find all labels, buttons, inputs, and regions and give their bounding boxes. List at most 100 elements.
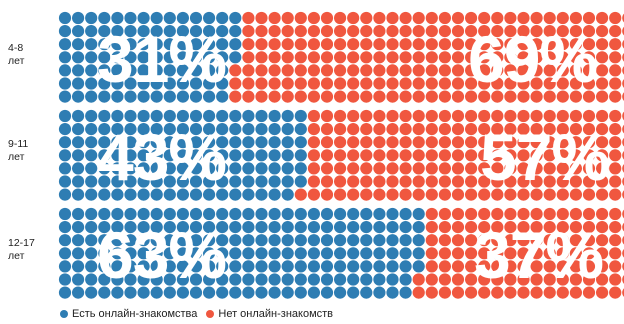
legend-label-offline: Нет онлайн-знакомств: [218, 308, 334, 320]
dot-offline-9-11: [334, 149, 347, 162]
dot-online-12-17: [229, 234, 242, 247]
dot-offline-4-8: [478, 51, 491, 64]
dot-online-12-17: [320, 273, 334, 286]
dot-online-4-8: [189, 64, 203, 77]
dot-online-9-11: [216, 188, 229, 201]
dot-offline-12-17: [425, 234, 438, 247]
dot-offline-9-11: [334, 123, 347, 136]
dot-online-4-8: [216, 64, 229, 77]
dot-online-12-17: [334, 221, 347, 234]
dot-offline-4-8: [425, 38, 438, 51]
dot-online-9-11: [163, 123, 176, 136]
dot-online-12-17: [203, 247, 216, 260]
dot-offline-4-8: [412, 90, 425, 103]
dot-offline-4-8: [347, 51, 360, 64]
dot-online-12-17: [58, 260, 72, 273]
dot-online-12-17: [72, 221, 85, 234]
dot-online-12-17: [294, 286, 307, 299]
dot-offline-4-8: [320, 77, 334, 90]
dot-offline-9-11: [504, 149, 517, 162]
dot-offline-9-11: [347, 123, 360, 136]
dot-offline-4-8: [478, 90, 491, 103]
dot-online-9-11: [98, 162, 111, 175]
dot-online-4-8: [72, 51, 85, 64]
dot-offline-12-17: [465, 221, 478, 234]
dot-online-4-8: [216, 51, 229, 64]
dot-offline-9-11: [465, 109, 478, 123]
dot-online-9-11: [189, 136, 203, 149]
dot-offline-4-8: [268, 77, 281, 90]
dot-offline-4-8: [491, 64, 504, 77]
dot-offline-12-17: [504, 260, 517, 273]
dot-offline-4-8: [596, 25, 609, 38]
dot-online-12-17: [373, 221, 386, 234]
legend-dot-offline: [206, 310, 215, 318]
dot-online-12-17: [281, 247, 294, 260]
dot-online-9-11: [124, 175, 137, 188]
dot-online-12-17: [216, 234, 229, 247]
dot-offline-4-8: [399, 90, 412, 103]
dot-online-12-17: [255, 207, 268, 221]
dot-online-9-11: [281, 123, 294, 136]
dot-online-9-11: [242, 162, 255, 175]
dot-offline-9-11: [465, 136, 478, 149]
dot-online-4-8: [163, 25, 176, 38]
dot-online-12-17: [360, 273, 373, 286]
dot-online-9-11: [58, 162, 72, 175]
dot-online-4-8: [203, 51, 216, 64]
dot-offline-12-17: [582, 286, 596, 299]
dot-offline-9-11: [530, 123, 543, 136]
dot-online-12-17: [294, 207, 307, 221]
dot-offline-12-17: [517, 221, 530, 234]
dot-online-12-17: [242, 286, 255, 299]
dot-online-12-17: [72, 273, 85, 286]
dot-online-12-17: [242, 247, 255, 260]
dot-offline-9-11: [517, 136, 530, 149]
dot-online-4-8: [58, 64, 72, 77]
dot-offline-12-17: [530, 234, 543, 247]
dot-offline-9-11: [504, 162, 517, 175]
dot-offline-9-11: [360, 109, 373, 123]
dot-offline-9-11: [582, 188, 596, 201]
dot-online-4-8: [124, 38, 137, 51]
dot-offline-4-8: [530, 90, 543, 103]
dot-online-12-17: [124, 260, 137, 273]
dot-online-12-17: [281, 234, 294, 247]
dot-offline-9-11: [334, 136, 347, 149]
dot-offline-4-8: [360, 64, 373, 77]
dot-online-4-8: [189, 90, 203, 103]
dot-offline-12-17: [556, 234, 569, 247]
dot-offline-12-17: [517, 234, 530, 247]
dot-online-9-11: [150, 136, 163, 149]
dot-online-9-11: [203, 175, 216, 188]
dot-offline-9-11: [438, 136, 451, 149]
dot-offline-12-17: [438, 207, 451, 221]
dot-online-12-17: [320, 260, 334, 273]
dot-online-4-8: [163, 38, 176, 51]
dot-offline-9-11: [491, 149, 504, 162]
dot-offline-4-8: [373, 90, 386, 103]
dot-offline-4-8: [451, 25, 465, 38]
dot-offline-9-11: [556, 136, 569, 149]
legend-item-offline: Нет онлайн-знакомств: [206, 308, 333, 320]
dot-offline-4-8: [386, 38, 399, 51]
dot-offline-4-8: [373, 51, 386, 64]
dot-offline-4-8: [543, 51, 556, 64]
dot-offline-9-11: [504, 188, 517, 201]
dot-offline-12-17: [596, 247, 609, 260]
dot-online-12-17: [268, 207, 281, 221]
dot-offline-12-17: [582, 260, 596, 273]
dot-offline-4-8: [334, 90, 347, 103]
dot-offline-4-8: [229, 64, 242, 77]
dot-online-12-17: [150, 247, 163, 260]
dot-offline-4-8: [425, 11, 438, 25]
dot-offline-4-8: [399, 25, 412, 38]
dot-online-4-8: [163, 64, 176, 77]
dot-offline-9-11: [425, 109, 438, 123]
dot-offline-12-17: [609, 234, 622, 247]
dot-offline-4-8: [556, 90, 569, 103]
dot-offline-12-17: [465, 247, 478, 260]
dot-online-9-11: [124, 123, 137, 136]
dot-offline-9-11: [609, 188, 622, 201]
dot-offline-4-8: [320, 90, 334, 103]
